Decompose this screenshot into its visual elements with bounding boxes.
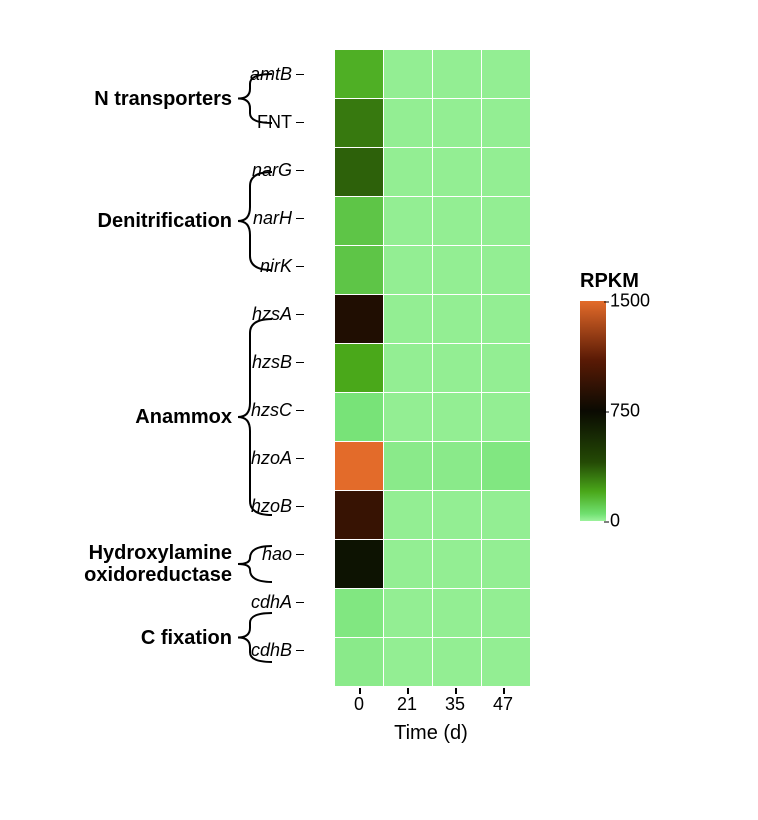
gene-label: amtB <box>250 50 310 98</box>
gene-row-labels: amtBFNTnarGnarHnirKhzsAhzsBhzsChzoAhzoBh… <box>250 50 310 674</box>
gene-label: hzsA <box>250 290 310 338</box>
heatmap-cell <box>433 393 481 441</box>
heatmap-cell <box>482 589 530 637</box>
gene-label: narH <box>250 194 310 242</box>
heatmap-grid <box>335 50 530 686</box>
heatmap-cell <box>335 393 383 441</box>
gene-label: FNT <box>250 98 310 146</box>
heatmap-cell <box>335 540 383 588</box>
heatmap-cell <box>384 148 432 196</box>
heatmap-cell <box>384 344 432 392</box>
heatmap-cell <box>335 442 383 490</box>
heatmap-cell <box>384 540 432 588</box>
heatmap-cell <box>433 589 481 637</box>
heatmap-cell <box>482 295 530 343</box>
heatmap-cell <box>335 197 383 245</box>
heatmap-cell <box>482 197 530 245</box>
heatmap-cell <box>482 442 530 490</box>
heatmap-cell <box>482 344 530 392</box>
heatmap-cell <box>384 50 432 98</box>
x-axis-tick: 47 <box>479 694 527 715</box>
x-axis-tick: 35 <box>431 694 479 715</box>
category-label: Denitrification <box>20 210 232 232</box>
heatmap-cell <box>433 50 481 98</box>
heatmap-cell <box>335 99 383 147</box>
heatmap-cell <box>335 589 383 637</box>
colorbar: RPKM 15007500 <box>580 270 639 521</box>
category-label: Hydroxylamine oxidoreductase <box>20 542 232 586</box>
heatmap-cell <box>384 442 432 490</box>
gene-label: cdhB <box>250 626 310 674</box>
heatmap-cell <box>384 246 432 294</box>
heatmap-cell <box>384 589 432 637</box>
x-axis-tick: 21 <box>383 694 431 715</box>
heatmap-cell <box>433 638 481 686</box>
category-label: Anammox <box>20 406 232 428</box>
x-axis-title: Time (d) <box>335 722 527 745</box>
heatmap-cell <box>335 148 383 196</box>
heatmap-cell <box>384 393 432 441</box>
heatmap-cell <box>433 148 481 196</box>
heatmap-cell <box>482 540 530 588</box>
x-axis: 0213547 <box>335 694 527 715</box>
heatmap-cell <box>433 344 481 392</box>
heatmap-cell <box>335 50 383 98</box>
heatmap-cell <box>384 99 432 147</box>
heatmap-cell <box>335 344 383 392</box>
heatmap-cell <box>384 638 432 686</box>
heatmap-cell <box>335 295 383 343</box>
heatmap-cell <box>482 99 530 147</box>
gene-label: hzoB <box>250 482 310 530</box>
heatmap-cell <box>384 295 432 343</box>
gene-label: hao <box>250 530 310 578</box>
gene-label: hzoA <box>250 434 310 482</box>
heatmap-cell <box>335 638 383 686</box>
heatmap-cell <box>433 99 481 147</box>
gene-label: hzsB <box>250 338 310 386</box>
x-axis-tick: 0 <box>335 694 383 715</box>
colorbar-gradient <box>580 301 606 521</box>
heatmap-cell <box>482 148 530 196</box>
heatmap-cell <box>433 540 481 588</box>
heatmap-cell <box>482 393 530 441</box>
gene-label: nirK <box>250 242 310 290</box>
colorbar-tick: 1500 <box>610 291 650 312</box>
heatmap-cell <box>482 638 530 686</box>
heatmap-cell <box>433 197 481 245</box>
colorbar-tick: 750 <box>610 401 640 422</box>
heatmap-cell <box>433 246 481 294</box>
heatmap-cell <box>482 491 530 539</box>
category-label: N transporters <box>20 88 232 110</box>
gene-label: narG <box>250 146 310 194</box>
gene-expression-heatmap-figure: N transporters Denitrification Anammox Hydr… <box>20 20 738 800</box>
colorbar-tick: 0 <box>610 511 620 532</box>
heatmap-cell <box>384 491 432 539</box>
heatmap-cell <box>335 491 383 539</box>
heatmap-cell <box>433 295 481 343</box>
heatmap-cell <box>433 491 481 539</box>
gene-label: hzsC <box>250 386 310 434</box>
heatmap-cell <box>433 442 481 490</box>
heatmap-cell <box>482 50 530 98</box>
category-label: C fixation <box>20 627 232 649</box>
heatmap-cell <box>335 246 383 294</box>
heatmap-cell <box>482 246 530 294</box>
heatmap-cell <box>384 197 432 245</box>
gene-label: cdhA <box>250 578 310 626</box>
